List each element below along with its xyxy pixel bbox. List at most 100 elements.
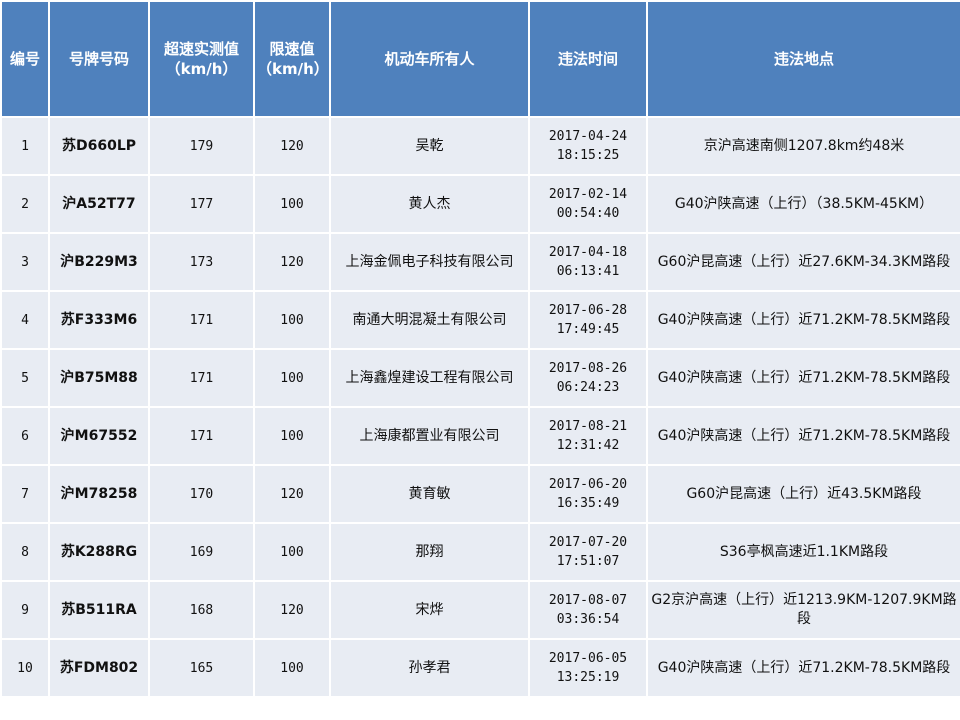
header-violation-location: 违法地点 <box>646 0 960 118</box>
table-row: 2 沪A52T77 177 100 黄人杰 2017-02-14 00:54:40 G40沪陕… <box>0 174 960 234</box>
cell-plate: 沪B75M88 <box>48 348 150 408</box>
cell-date: 2017-04-24 <box>548 129 628 144</box>
cell-date: 2017-02-14 <box>548 187 628 202</box>
cell-measured-speed: 168 <box>148 580 255 640</box>
cell-violation-time: 2017-08-07 03:36:54 <box>528 580 648 640</box>
cell-plate: 苏FDM802 <box>48 638 150 698</box>
cell-date: 2017-08-26 <box>548 361 628 376</box>
header-label: 机动车所有人 <box>384 50 475 68</box>
table-row: 8 苏K288RG 169 100 那翔 2017-07-20 17:51:07 S36亭枫高… <box>0 522 960 582</box>
cell-location: G40沪陕高速（上行）（38.5KM-45KM） <box>646 174 960 234</box>
cell-number: 3 <box>0 232 50 292</box>
cell-number: 5 <box>0 348 50 408</box>
cell-time: 06:24:23 <box>556 380 620 395</box>
cell-measured-speed: 173 <box>148 232 255 292</box>
cell-date: 2017-06-05 <box>548 651 628 666</box>
cell-owner: 上海鑫煌建设工程有限公司 <box>329 348 530 408</box>
cell-plate: 沪M78258 <box>48 464 150 524</box>
cell-speed-limit: 120 <box>253 580 331 640</box>
cell-speed-limit: 100 <box>253 290 331 350</box>
cell-location: G40沪陕高速（上行）近71.2KM-78.5KM路段 <box>646 406 960 466</box>
cell-violation-time: 2017-04-18 06:13:41 <box>528 232 648 292</box>
cell-violation-time: 2017-08-26 06:24:23 <box>528 348 648 408</box>
cell-time: 13:25:19 <box>556 670 620 685</box>
cell-measured-speed: 169 <box>148 522 255 582</box>
cell-owner: 孙孝君 <box>329 638 530 698</box>
cell-speed-limit: 100 <box>253 522 331 582</box>
cell-date: 2017-04-18 <box>548 245 628 260</box>
table-row: 9 苏B511RA 168 120 宋烨 2017-08-07 03:36:54 G2京沪高速… <box>0 580 960 640</box>
cell-time: 03:36:54 <box>556 612 620 627</box>
cell-location: G40沪陕高速（上行）近71.2KM-78.5KM路段 <box>646 638 960 698</box>
cell-owner: 那翔 <box>329 522 530 582</box>
cell-measured-speed: 179 <box>148 116 255 176</box>
cell-owner: 吴乾 <box>329 116 530 176</box>
cell-time: 16:35:49 <box>556 496 620 511</box>
table-row: 7 沪M78258 170 120 黄育敏 2017-06-20 16:35:49 G60沪昆… <box>0 464 960 524</box>
table-row: 3 沪B229M3 173 120 上海金佩电子科技有限公司 2017-04-18 06:1… <box>0 232 960 292</box>
header-unit: （km/h） <box>257 60 329 78</box>
cell-measured-speed: 171 <box>148 406 255 466</box>
cell-date: 2017-07-20 <box>548 535 628 550</box>
header-plate: 号牌号码 <box>48 0 150 118</box>
cell-measured-speed: 170 <box>148 464 255 524</box>
cell-plate: 苏K288RG <box>48 522 150 582</box>
header-row: 编号 号牌号码 超速实测值 （km/h） 限速值 （km/h） 机动车所有人 违法时间 违法地点 <box>0 0 960 118</box>
header-label: 号牌号码 <box>68 50 129 68</box>
cell-number: 7 <box>0 464 50 524</box>
cell-owner: 黄人杰 <box>329 174 530 234</box>
cell-number: 1 <box>0 116 50 176</box>
header-label: 编号 <box>9 50 40 68</box>
speeding-violations-table: 编号 号牌号码 超速实测值 （km/h） 限速值 （km/h） 机动车所有人 违法时间 违法地点… <box>0 0 960 698</box>
cell-time: 17:49:45 <box>556 322 620 337</box>
cell-number: 8 <box>0 522 50 582</box>
cell-date: 2017-08-07 <box>548 593 628 608</box>
header-speed-limit: 限速值 （km/h） <box>253 0 331 118</box>
header-measured-speed: 超速实测值 （km/h） <box>148 0 255 118</box>
header-label: 超速实测值 <box>163 40 239 58</box>
cell-date: 2017-06-28 <box>548 303 628 318</box>
cell-number: 6 <box>0 406 50 466</box>
cell-time: 18:15:25 <box>556 148 620 163</box>
header-label: 违法地点 <box>773 50 834 68</box>
cell-owner: 南通大明混凝土有限公司 <box>329 290 530 350</box>
cell-measured-speed: 165 <box>148 638 255 698</box>
cell-location: G60沪昆高速（上行）近43.5KM路段 <box>646 464 960 524</box>
cell-violation-time: 2017-04-24 18:15:25 <box>528 116 648 176</box>
header-unit: （km/h） <box>165 60 238 78</box>
cell-owner: 宋烨 <box>329 580 530 640</box>
table-row: 6 沪M67552 171 100 上海康都置业有限公司 2017-08-21 12:31:… <box>0 406 960 466</box>
table-row: 4 苏F333M6 171 100 南通大明混凝土有限公司 2017-06-28 17:49… <box>0 290 960 350</box>
cell-speed-limit: 100 <box>253 406 331 466</box>
table-row: 1 苏D660LP 179 120 吴乾 2017-04-24 18:15:25 京沪高速南侧… <box>0 116 960 176</box>
cell-number: 4 <box>0 290 50 350</box>
cell-speed-limit: 100 <box>253 638 331 698</box>
header-violation-time: 违法时间 <box>528 0 648 118</box>
cell-speed-limit: 120 <box>253 232 331 292</box>
header-label: 限速值 <box>269 40 315 58</box>
cell-violation-time: 2017-07-20 17:51:07 <box>528 522 648 582</box>
cell-violation-time: 2017-08-21 12:31:42 <box>528 406 648 466</box>
cell-violation-time: 2017-06-20 16:35:49 <box>528 464 648 524</box>
header-number: 编号 <box>0 0 50 118</box>
cell-location: G40沪陕高速（上行）近71.2KM-78.5KM路段 <box>646 290 960 350</box>
cell-speed-limit: 120 <box>253 116 331 176</box>
cell-owner: 上海康都置业有限公司 <box>329 406 530 466</box>
cell-time: 17:51:07 <box>556 554 620 569</box>
cell-location: 京沪高速南侧1207.8km约48米 <box>646 116 960 176</box>
cell-number: 10 <box>0 638 50 698</box>
cell-location: G2京沪高速（上行）近1213.9KM-1207.9KM路段 <box>646 580 960 640</box>
cell-speed-limit: 100 <box>253 348 331 408</box>
table-row: 10 苏FDM802 165 100 孙孝君 2017-06-05 13:25:19 G40沪… <box>0 638 960 698</box>
cell-number: 2 <box>0 174 50 234</box>
cell-date: 2017-08-21 <box>548 419 628 434</box>
cell-speed-limit: 120 <box>253 464 331 524</box>
cell-time: 06:13:41 <box>556 264 620 279</box>
cell-plate: 苏B511RA <box>48 580 150 640</box>
cell-location: G60沪昆高速（上行）近27.6KM-34.3KM路段 <box>646 232 960 292</box>
cell-time: 00:54:40 <box>556 206 620 221</box>
cell-plate: 沪M67552 <box>48 406 150 466</box>
cell-measured-speed: 171 <box>148 290 255 350</box>
cell-violation-time: 2017-02-14 00:54:40 <box>528 174 648 234</box>
cell-plate: 沪B229M3 <box>48 232 150 292</box>
